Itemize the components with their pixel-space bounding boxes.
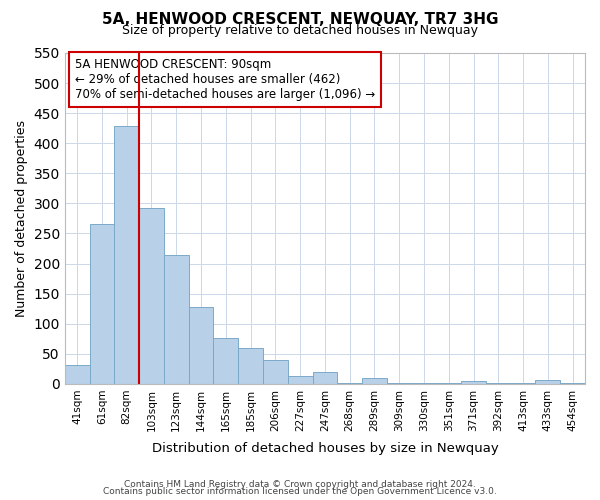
Bar (387, 382, 412, 384)
Text: Contains HM Land Registry data © Crown copyright and database right 2024.: Contains HM Land Registry data © Crown c… (124, 480, 476, 489)
Bar (238, 348, 263, 384)
Bar (337, 382, 362, 384)
Bar (139, 208, 164, 384)
Text: Contains public sector information licensed under the Open Government Licence v3: Contains public sector information licen… (103, 487, 497, 496)
Text: Size of property relative to detached houses in Newquay: Size of property relative to detached ho… (122, 24, 478, 37)
Bar (486, 382, 511, 384)
Bar (412, 382, 436, 384)
Bar (263, 360, 288, 384)
Bar (188, 307, 214, 384)
Bar (65, 364, 89, 384)
Bar (288, 376, 313, 384)
Bar (511, 382, 535, 384)
Bar (436, 382, 461, 384)
Bar (362, 378, 387, 384)
Bar (313, 372, 337, 384)
Bar (560, 382, 585, 384)
Text: 5A, HENWOOD CRESCENT, NEWQUAY, TR7 3HG: 5A, HENWOOD CRESCENT, NEWQUAY, TR7 3HG (102, 12, 498, 28)
Bar (89, 224, 115, 384)
Y-axis label: Number of detached properties: Number of detached properties (15, 120, 28, 317)
Bar (535, 380, 560, 384)
X-axis label: Distribution of detached houses by size in Newquay: Distribution of detached houses by size … (152, 442, 498, 455)
Bar (164, 254, 188, 384)
Bar (461, 381, 486, 384)
Bar (214, 338, 238, 384)
Bar (115, 126, 139, 384)
Text: 5A HENWOOD CRESCENT: 90sqm
← 29% of detached houses are smaller (462)
70% of sem: 5A HENWOOD CRESCENT: 90sqm ← 29% of deta… (75, 58, 376, 101)
